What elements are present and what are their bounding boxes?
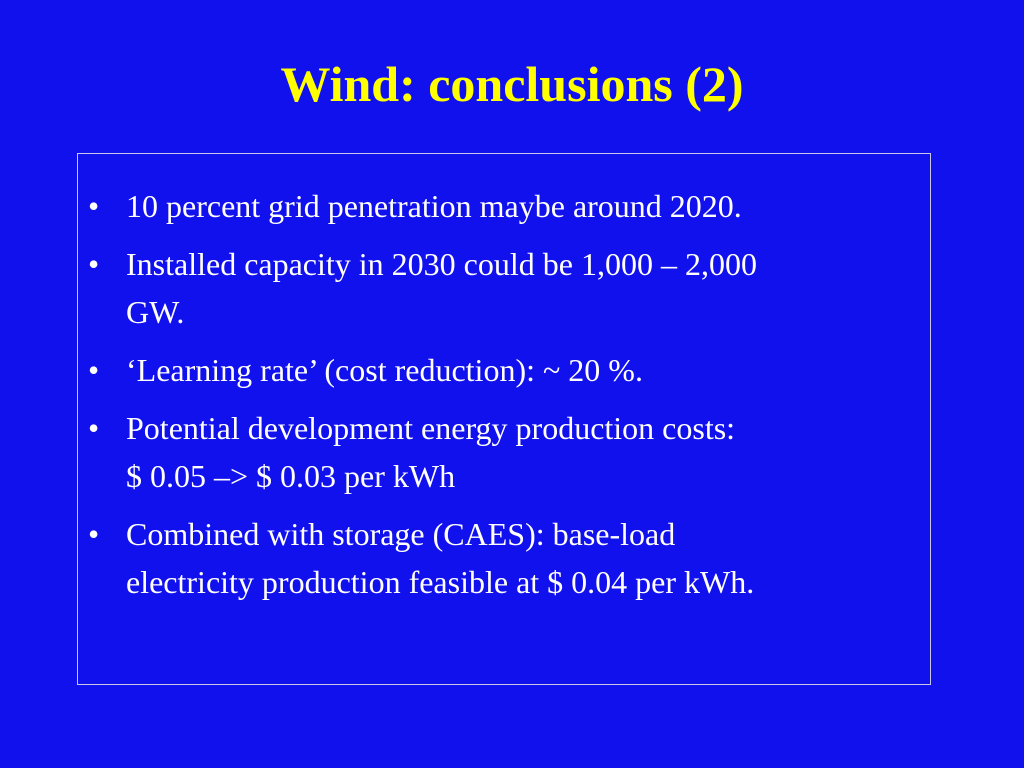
bullet-text: $ 0.05 –> $ 0.03 per kWh xyxy=(126,458,456,494)
bullet-item: • Combined with storage (CAES): base-load… xyxy=(78,510,930,606)
bullet-marker: • xyxy=(88,352,100,388)
bullet-text: Combined with storage (CAES): base-load xyxy=(126,516,676,552)
slide-title: Wind: conclusions (2) xyxy=(280,56,744,112)
bullet-marker: • xyxy=(88,516,100,552)
bullet-text: Installed capacity in 2030 could be 1,00… xyxy=(126,246,757,282)
bullet-text: GW. xyxy=(126,294,185,330)
bullet-text: 10 percent grid penetration maybe around… xyxy=(126,188,742,224)
bullet-text: Potential development energy production … xyxy=(126,410,736,446)
bullet-item: • 10 percent grid penetration maybe aroun… xyxy=(78,182,930,230)
bullet-marker: • xyxy=(88,410,100,446)
bullet-text: ‘Learning rate’ (cost reduction): ~ 20 %… xyxy=(126,352,643,388)
bullet-item: • ‘Learning rate’ (cost reduction): ~ 20 … xyxy=(78,346,930,394)
bullet-item: • Potential development energy production… xyxy=(78,404,930,500)
bullet-marker: • xyxy=(88,246,100,282)
bullet-item: • Installed capacity in 2030 could be 1,0… xyxy=(78,240,930,336)
bullet-marker: • xyxy=(88,188,100,224)
bullet-box: • 10 percent grid penetration maybe aroun… xyxy=(77,153,931,685)
bullet-text: electricity production feasible at $ 0.0… xyxy=(126,564,755,600)
